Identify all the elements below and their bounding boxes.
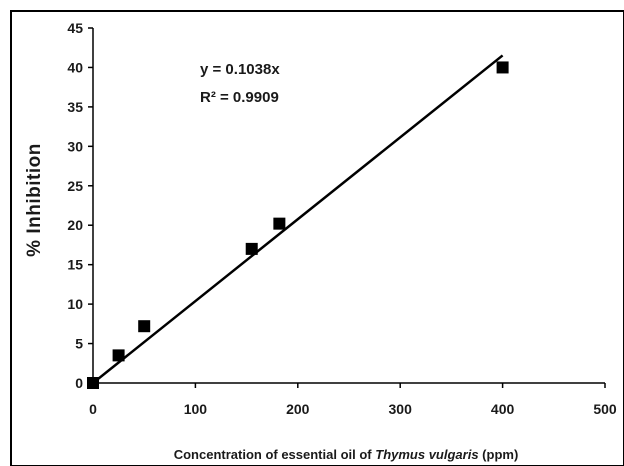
x-tick-label: 0: [89, 401, 97, 417]
x-axis-label: Concentration of essential oil of Thymus…: [174, 447, 519, 462]
x-axis-ticks: 0 100 200 300 400 500: [89, 383, 617, 417]
x-tick-label: 500: [593, 401, 617, 417]
data-point: [245, 242, 258, 255]
y-tick-label: 0: [75, 375, 83, 391]
y-tick-label: 15: [67, 257, 83, 273]
r-squared-label: R² = 0.9909: [200, 89, 279, 106]
x-tick-label: 100: [184, 401, 208, 417]
x-axis-label-species: Thymus vulgaris: [375, 447, 478, 462]
data-point: [273, 217, 286, 230]
data-point: [496, 61, 509, 74]
equation-label: y = 0.1038x: [200, 61, 280, 78]
y-tick-label: 20: [67, 217, 83, 233]
y-tick-label: 40: [67, 59, 83, 75]
trendline: [92, 54, 504, 384]
data-point: [87, 377, 99, 389]
y-axis-ticks: 0 5 10 15 20 25 30 35 40 45: [67, 20, 93, 391]
y-tick-label: 5: [75, 336, 83, 352]
data-point: [138, 320, 151, 333]
data-points: [87, 61, 509, 389]
y-tick-label: 35: [67, 99, 83, 115]
x-tick-label: 300: [389, 401, 413, 417]
y-tick-label: 30: [67, 138, 83, 154]
x-axis-label-suffix: (ppm): [479, 447, 519, 462]
y-tick-label: 10: [67, 296, 83, 312]
x-tick-label: 200: [286, 401, 310, 417]
y-tick-label: 45: [67, 20, 83, 36]
x-tick-label: 400: [491, 401, 515, 417]
y-tick-label: 25: [67, 178, 83, 194]
data-point: [112, 349, 125, 362]
figure-border: [10, 10, 624, 466]
y-axis-label: % Inhibition: [24, 143, 45, 257]
x-axis-label-prefix: Concentration of essential oil of: [174, 447, 376, 462]
